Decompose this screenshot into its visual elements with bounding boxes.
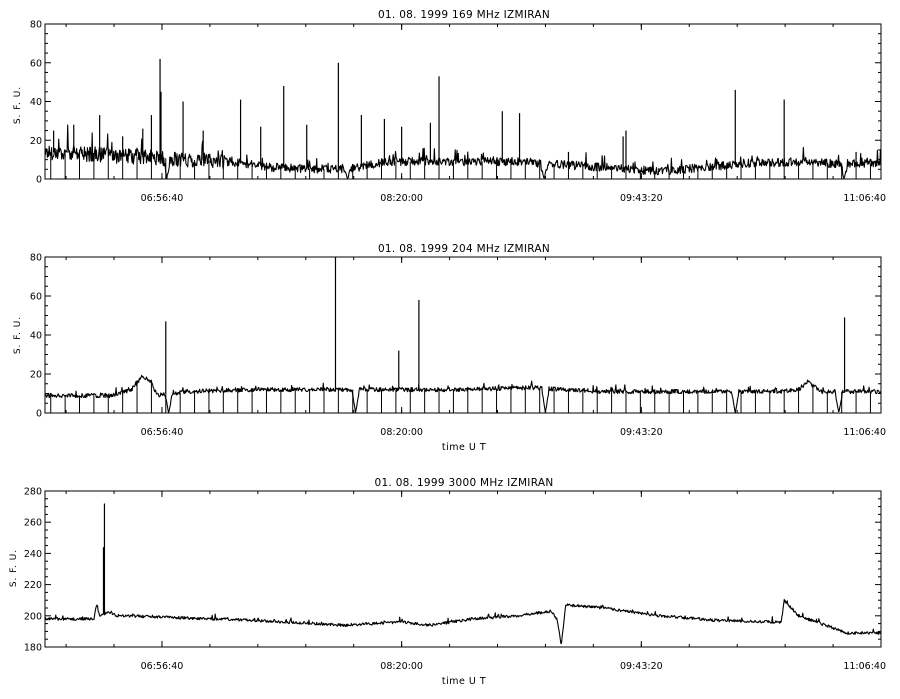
x-tick-label: 06:56:40 — [141, 193, 184, 204]
y-tick-label: 80 — [30, 20, 42, 31]
plot-frame — [44, 490, 882, 648]
x-tick-label: 08:20:00 — [380, 193, 423, 204]
x-tick-label: 08:20:00 — [380, 661, 423, 672]
x-tick-label: 09:43:20 — [620, 427, 663, 438]
x-tick-label: 11:06:40 — [843, 661, 886, 672]
y-tick-label: 20 — [30, 370, 42, 381]
y-tick-label: 260 — [24, 518, 42, 529]
flux-trace — [44, 598, 882, 645]
panel-204mhz: 01. 08. 1999 204 MHz IZMIRAN S. F. U. ti… — [13, 243, 886, 453]
x-tick-label: 09:43:20 — [620, 661, 663, 672]
y-tick-label: 0 — [36, 409, 42, 420]
y-axis-label: S. F. U. — [13, 86, 23, 124]
flux-trace — [44, 374, 882, 414]
y-tick-label: 200 — [24, 611, 42, 622]
y-tick-label: 80 — [30, 253, 42, 264]
plot-frame — [44, 23, 882, 180]
y-tick-label: 0 — [36, 175, 42, 186]
y-tick-label: 40 — [30, 331, 42, 342]
y-axis-label: S. F. U. — [13, 316, 23, 354]
x-tick-label: 09:43:20 — [620, 193, 663, 204]
panel-title: 01. 08. 1999 204 MHz IZMIRAN — [378, 243, 550, 255]
y-tick-label: 240 — [24, 549, 42, 560]
x-tick-label: 11:06:40 — [843, 427, 886, 438]
x-tick-label: 08:20:00 — [380, 427, 423, 438]
y-tick-label: 220 — [24, 580, 42, 591]
y-axis-label: S. F. U. — [9, 549, 19, 587]
x-tick-label: 06:56:40 — [141, 661, 184, 672]
panel-3000mhz: 01. 08. 1999 3000 MHz IZMIRAN S. F. U. t… — [9, 477, 886, 687]
y-tick-label: 280 — [24, 487, 42, 498]
y-tick-label: 40 — [30, 97, 42, 108]
x-tick-label: 11:06:40 — [843, 193, 886, 204]
y-tick-label: 60 — [30, 58, 42, 69]
y-tick-label: 20 — [30, 136, 42, 147]
flux-trace — [44, 124, 882, 180]
x-axis-label: time U T — [442, 442, 486, 453]
y-tick-label: 180 — [24, 643, 42, 654]
panel-169mhz: 01. 08. 1999 169 MHz IZMIRAN S. F. U. 0 2… — [13, 9, 886, 204]
x-tick-label: 06:56:40 — [141, 427, 184, 438]
y-tick-label: 60 — [30, 292, 42, 303]
panel-title: 01. 08. 1999 3000 MHz IZMIRAN — [374, 477, 553, 489]
x-axis-label: time U T — [442, 676, 486, 687]
panel-title: 01. 08. 1999 169 MHz IZMIRAN — [378, 9, 550, 21]
